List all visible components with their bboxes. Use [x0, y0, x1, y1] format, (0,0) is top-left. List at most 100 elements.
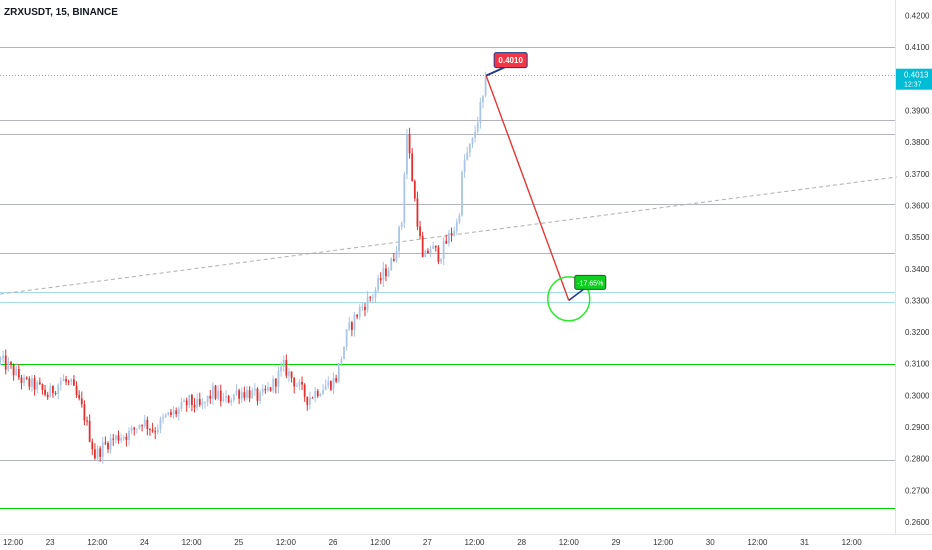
price-tick-label: 0.3700 — [905, 170, 930, 179]
candle-body — [406, 134, 408, 175]
candle-body — [253, 388, 256, 391]
candle-body — [408, 134, 411, 154]
current-price-badge[interactable] — [896, 68, 932, 90]
candle-body — [138, 425, 141, 429]
candle-body — [36, 382, 39, 390]
candle-body — [88, 420, 91, 442]
time-tick-label: 31 — [800, 538, 809, 547]
candle-body — [337, 362, 340, 382]
time-tick-label: 27 — [423, 538, 432, 547]
target-percent-badge[interactable] — [574, 274, 607, 290]
price-tick-label: 0.3600 — [905, 201, 930, 210]
candle-body — [371, 297, 374, 299]
dashed-trendline[interactable] — [0, 176, 897, 295]
candle-body — [345, 329, 348, 347]
candle-body — [382, 268, 385, 281]
time-tick-label: 12:00 — [842, 538, 863, 547]
price-tick-label: 0.3500 — [905, 233, 930, 242]
candle-body — [135, 428, 138, 430]
entry-price-badge[interactable] — [493, 52, 528, 69]
candle-body — [91, 441, 94, 450]
time-tick-label: 12:00 — [87, 538, 108, 547]
target-circle[interactable] — [547, 276, 591, 322]
trendline-layer — [0, 176, 897, 295]
candle-body — [177, 408, 180, 415]
candle-body — [259, 392, 261, 401]
candle-body — [463, 159, 466, 173]
candle-body — [117, 435, 120, 441]
candle-body — [358, 307, 361, 317]
candle-body — [390, 258, 393, 271]
candle-body — [23, 377, 25, 384]
candle-body — [12, 364, 15, 376]
time-tick-label: 12:00 — [182, 538, 203, 547]
candle-body — [385, 268, 387, 277]
candle-body — [38, 382, 41, 385]
candle-body — [471, 138, 474, 144]
candle-body — [33, 378, 36, 390]
candle-body — [219, 390, 222, 402]
candle-body — [54, 393, 57, 395]
candle-body — [44, 389, 46, 395]
price-tick-label: 0.3000 — [905, 391, 930, 400]
candle-body — [246, 390, 248, 398]
candle-body — [52, 386, 54, 394]
time-tick-label: 30 — [706, 538, 715, 547]
candle-body — [232, 394, 235, 401]
candle-body — [0, 358, 2, 361]
candle-body — [162, 417, 164, 419]
candle-body — [468, 143, 471, 153]
candle-body — [298, 381, 301, 386]
candle-body — [432, 245, 435, 249]
candle-body — [316, 390, 319, 397]
candle-body — [217, 390, 220, 399]
candle-body — [31, 378, 33, 387]
candle-body — [206, 395, 209, 402]
candle-body — [306, 396, 309, 405]
candle-body — [78, 395, 81, 399]
candle-body — [204, 401, 206, 403]
candle-body — [240, 392, 243, 399]
time-tick-label: 12:00 — [559, 538, 580, 547]
candle-body — [15, 368, 18, 376]
candle-body — [10, 362, 12, 365]
candle-body — [377, 277, 379, 291]
candle-body — [290, 371, 293, 378]
candle-body — [154, 431, 157, 433]
candle-body — [214, 385, 217, 399]
candle-body — [293, 377, 296, 387]
candle-body — [269, 387, 272, 391]
candle-body — [141, 425, 143, 427]
candle-body — [128, 430, 130, 440]
candle-body — [70, 379, 73, 382]
candle-body — [413, 181, 416, 199]
candle-body — [400, 222, 403, 228]
candle-body — [350, 322, 353, 330]
chart-title: ZRXUSDT, 15, BINANCE — [4, 7, 118, 18]
candle-body — [427, 250, 429, 254]
candle-body — [366, 296, 369, 311]
time-axis[interactable]: 12:00 23 12:00 24 12:00 25 12:00 26 12:00 27 12:00… — [3, 538, 862, 547]
candle-body — [25, 377, 28, 379]
candle-body — [191, 394, 193, 405]
candle-body — [80, 398, 83, 405]
current-time-countdown: 12:37 — [904, 82, 922, 89]
time-tick-label: 26 — [329, 538, 338, 547]
candle-body — [238, 390, 241, 399]
price-axis[interactable]: 0.42000.41000.40000.39000.38000.37000.36… — [896, 12, 932, 528]
candle-body — [332, 378, 335, 390]
projection-arrow[interactable] — [485, 75, 570, 301]
time-tick-label: 12:00 — [653, 538, 674, 547]
candle-body — [101, 442, 104, 457]
candle-body — [267, 387, 269, 391]
candle-body — [395, 251, 398, 261]
price-tick-label: 0.2700 — [905, 486, 930, 495]
candle-body — [374, 290, 377, 298]
candle-body — [7, 362, 10, 370]
candle-body — [198, 398, 201, 405]
candle-body — [484, 76, 487, 96]
candle-body — [130, 427, 133, 431]
candle-body — [143, 419, 146, 427]
candle-body — [94, 449, 96, 459]
